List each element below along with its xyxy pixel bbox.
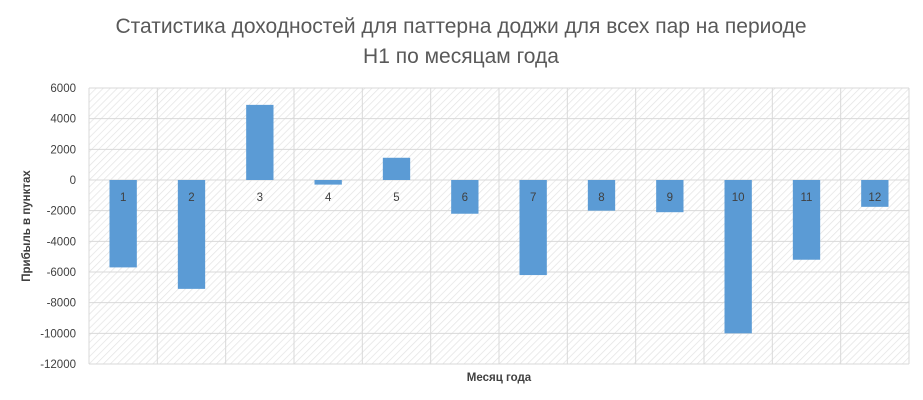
category-label: 12 xyxy=(868,192,881,204)
category-label: 6 xyxy=(462,192,468,204)
grid-lines xyxy=(88,87,910,365)
bar-month-5 xyxy=(382,157,411,180)
bar-month-4 xyxy=(314,180,342,185)
bar-month-11 xyxy=(792,180,821,260)
category-label: 3 xyxy=(257,192,263,204)
y-tick-label: 2000 xyxy=(50,144,76,156)
bar-month-9 xyxy=(656,180,684,213)
chart-title-line-1: Статистика доходностей для паттерна додж… xyxy=(115,15,806,38)
category-label: 2 xyxy=(188,192,194,204)
category-label: 1 xyxy=(120,192,126,204)
y-tick-label: -6000 xyxy=(47,267,76,279)
bar-month-10 xyxy=(724,180,752,334)
y-tick-label: -4000 xyxy=(47,236,76,248)
category-labels: 1 2 3 4 5 6 7 8 9 10 11 12 xyxy=(120,192,881,204)
bar-month-3 xyxy=(246,104,274,180)
category-label: 10 xyxy=(732,192,745,204)
y-tick-label: 0 xyxy=(70,175,76,187)
y-tick-label: -8000 xyxy=(47,298,76,310)
bar-month-6 xyxy=(451,180,479,214)
category-label: 8 xyxy=(598,192,604,204)
chart-title-line-2: H1 по месяцам года xyxy=(363,45,559,68)
bar-month-2 xyxy=(177,180,206,289)
bar-month-1 xyxy=(109,180,137,268)
bar-month-7 xyxy=(519,180,547,276)
x-axis-label: Месяц года xyxy=(467,372,532,384)
category-label: 5 xyxy=(393,192,399,204)
category-label: 7 xyxy=(530,192,536,204)
y-tick-label: -12000 xyxy=(40,359,76,371)
bar-month-8 xyxy=(587,180,616,211)
category-label: 4 xyxy=(325,192,332,204)
y-tick-label: -2000 xyxy=(47,206,76,218)
y-axis-ticks: 6000 4000 2000 0 -2000 -4000 -6000 -8000 -10000 -… xyxy=(40,83,76,371)
y-tick-label: 6000 xyxy=(50,83,76,95)
y-tick-label: 4000 xyxy=(50,114,76,126)
category-label: 11 xyxy=(801,192,813,204)
bar-month-12 xyxy=(861,180,889,207)
y-axis-label: Прибыль в пунктах xyxy=(21,170,33,282)
y-tick-label: -10000 xyxy=(40,328,76,340)
bars xyxy=(109,104,889,334)
category-label: 9 xyxy=(667,192,673,204)
